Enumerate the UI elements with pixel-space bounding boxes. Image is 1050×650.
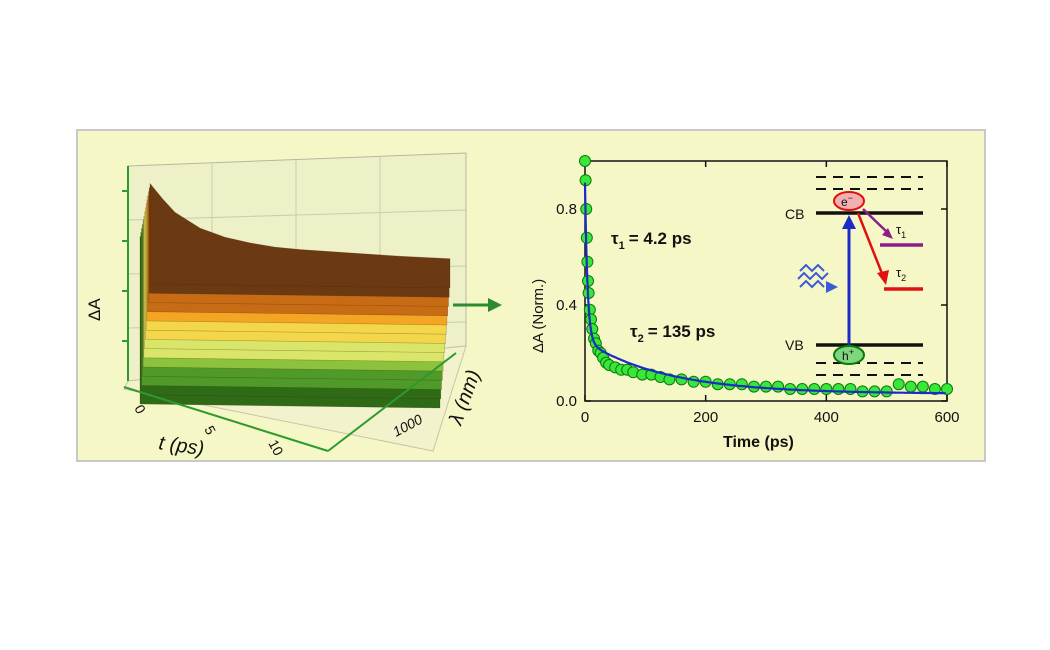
x-tick-label: 0 bbox=[581, 409, 589, 426]
band-diagram-inset: CB VB e− bbox=[785, 176, 923, 376]
data-point bbox=[735, 378, 748, 391]
z-axis-ticks bbox=[122, 190, 128, 342]
decay-axis-ticks: 0 200 400 600 0.0 0.4 0.8 bbox=[556, 161, 960, 426]
y-tick-label: 0.8 bbox=[556, 201, 577, 218]
data-point bbox=[687, 375, 700, 388]
data-point bbox=[916, 380, 929, 393]
svg-text:τ2= 135 ps: τ2 = 135 ps bbox=[630, 322, 715, 345]
figure-panel: ΔA 0 5 10 t (ps) 1000 λ (nm) 0 200 400 600 0… bbox=[76, 129, 986, 462]
plot-frame bbox=[584, 160, 948, 402]
x-tick-label-1: 5 bbox=[201, 423, 219, 438]
dashed-levels-bottom bbox=[816, 362, 923, 376]
y-tick-label: 0.0 bbox=[556, 393, 577, 410]
y-tick-label: 0.4 bbox=[556, 297, 577, 314]
light-pulse-icon bbox=[797, 263, 838, 293]
x-tick-label-0: 0 bbox=[131, 402, 149, 417]
data-point bbox=[941, 383, 953, 395]
data-point bbox=[579, 155, 591, 167]
data-point bbox=[772, 380, 785, 393]
vb-label: VB bbox=[785, 337, 804, 353]
tau2-inset-label: τ2 bbox=[896, 265, 906, 283]
x-tick-label: 200 bbox=[693, 409, 718, 426]
decay-x-axis-label: Time (ps) bbox=[723, 434, 794, 451]
hole-marker bbox=[833, 345, 865, 365]
data-point bbox=[928, 383, 941, 395]
link-arrow bbox=[453, 298, 502, 312]
x-tick-label: 600 bbox=[934, 409, 959, 426]
z-axis-label: ΔA bbox=[85, 298, 104, 321]
x-axis-label: t (ps) bbox=[157, 432, 205, 460]
svg-text:τ1= 4.2 ps: τ1 = 4.2 ps bbox=[611, 229, 692, 252]
surface-3d-chart: ΔA 0 5 10 t (ps) 1000 λ (nm) bbox=[85, 152, 485, 460]
tau1-annotation: τ1 = 4.2 ps bbox=[611, 229, 692, 252]
surface-layers bbox=[139, 182, 451, 409]
hole-label: h+ bbox=[842, 347, 854, 363]
x-tick-label: 400 bbox=[814, 409, 839, 426]
x-axis-line bbox=[123, 386, 329, 452]
data-point bbox=[760, 380, 772, 393]
dashed-levels-top bbox=[816, 176, 923, 190]
tau2-path-arrow bbox=[856, 212, 885, 277]
x-tick-label-2: 10 bbox=[265, 437, 287, 458]
data-point bbox=[892, 378, 905, 391]
tau1-path-arrow bbox=[862, 208, 889, 234]
y-axis-line bbox=[327, 352, 457, 452]
data-point bbox=[904, 380, 917, 393]
surface-layer bbox=[149, 182, 451, 289]
tau1-inset-label: τ1 bbox=[896, 222, 906, 240]
tau2-arrowhead bbox=[877, 270, 889, 285]
electron-marker bbox=[833, 191, 865, 211]
data-point bbox=[808, 383, 821, 395]
electron-label: e− bbox=[841, 193, 853, 209]
data-point bbox=[820, 383, 833, 395]
tau2-annotation: τ2 = 135 ps bbox=[630, 322, 715, 345]
decay-y-axis-label: ΔA (Norm.) bbox=[530, 279, 547, 353]
fit-curve bbox=[583, 182, 946, 395]
tau1-arrowhead bbox=[882, 228, 893, 239]
cb-label: CB bbox=[785, 206, 804, 222]
excitation-arrowhead bbox=[842, 215, 856, 229]
decay-chart: 0 200 400 600 0.0 0.4 0.8 ΔA (Norm.) Time (ps)… bbox=[530, 155, 960, 451]
figure-svg: ΔA 0 5 10 t (ps) 1000 λ (nm) 0 200 400 6000… bbox=[85, 152, 960, 460]
data-point bbox=[832, 383, 845, 395]
decay-points bbox=[579, 155, 953, 398]
